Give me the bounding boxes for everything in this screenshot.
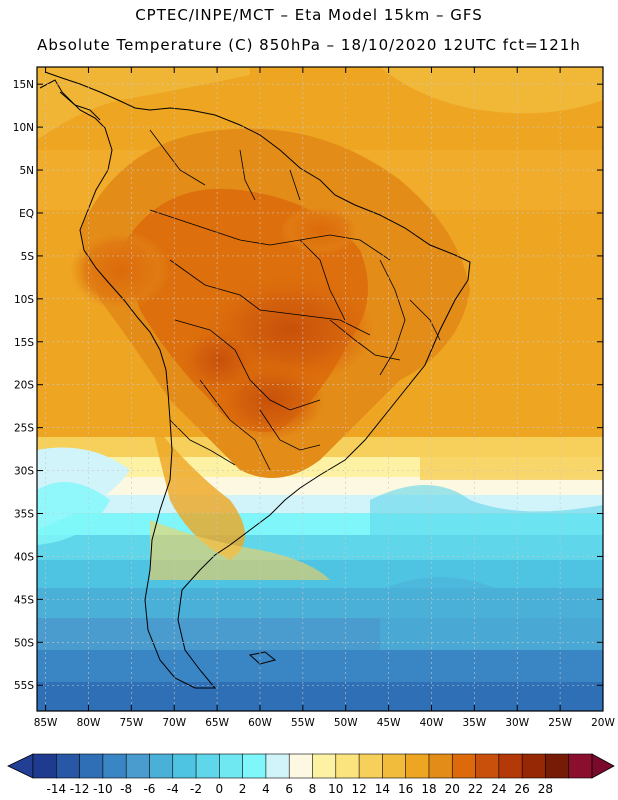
- colorbar-label: 10: [328, 782, 343, 796]
- colorbar-label: -10: [93, 782, 113, 796]
- colorbar-label: 12: [351, 782, 366, 796]
- map-frame: [36, 66, 604, 712]
- colorbar-swatch: [149, 753, 174, 779]
- lat-label: 10N: [13, 122, 34, 134]
- lat-label: 10S: [14, 294, 34, 306]
- lon-label: 60W: [248, 717, 272, 729]
- colorbar-label: 20: [445, 782, 460, 796]
- lat-label: 5N: [19, 165, 34, 177]
- colorbar-swatch: [32, 753, 57, 779]
- lat-label: 45S: [14, 594, 34, 606]
- lon-label: 65W: [205, 717, 229, 729]
- colorbar-label: 14: [375, 782, 390, 796]
- colorbar-swatch: [521, 753, 547, 779]
- temperature-field: [37, 67, 603, 711]
- colorbar-label: 18: [421, 782, 436, 796]
- lat-label: 5S: [21, 251, 35, 263]
- colorbar-label: 4: [262, 782, 270, 796]
- colorbar-swatch: [172, 753, 197, 779]
- colorbar-swatch: [405, 753, 430, 779]
- lon-label: 30W: [505, 717, 529, 729]
- lat-label: 15N: [13, 79, 34, 91]
- colorbar-swatch: [219, 753, 244, 779]
- lat-label: 50S: [14, 637, 34, 649]
- colorbar-swatch: [195, 753, 220, 779]
- graticule: [37, 67, 604, 711]
- colorbar-label: 8: [309, 782, 317, 796]
- latitude-labels: 15N 10N 5N EQ 5S 10S 15S 20S 25S 30S 35S 40S 45S 50S 5…: [13, 79, 35, 692]
- colorbar-label: 26: [514, 782, 529, 796]
- chart-title-source: CPTEC/INPE/MCT – Eta Model 15km – GFS: [135, 6, 483, 24]
- colorbar-label: 28: [538, 782, 553, 796]
- lat-label: 20S: [14, 380, 34, 392]
- colorbar-over-arrow: [591, 753, 615, 779]
- colorbar-swatch: [451, 753, 477, 779]
- lat-label: EQ: [19, 208, 34, 220]
- colorbar-swatch: [475, 753, 500, 779]
- colorbar-label: 16: [398, 782, 413, 796]
- colorbar-swatch: [545, 753, 570, 779]
- colorbar-label: 2: [239, 782, 247, 796]
- lon-label: 50W: [334, 717, 358, 729]
- colorbar-label: -4: [167, 782, 179, 796]
- colorbar-labels: -14 -12 -10 -8 -6 -4 -2 0 2 4 6 8 10 12 14 16 18 20 22 24 26…: [46, 782, 553, 796]
- colorbar-swatch: [265, 753, 290, 779]
- lon-label: 40W: [420, 717, 444, 729]
- colorbar-swatch: [79, 753, 104, 779]
- lat-label: 35S: [14, 509, 34, 521]
- colorbar-label: -8: [120, 782, 132, 796]
- lat-label: 55S: [14, 680, 34, 692]
- colorbar-swatch: [568, 753, 593, 779]
- lon-label: 20W: [591, 717, 615, 729]
- lon-label: 25W: [548, 717, 572, 729]
- colorbar-swatch: [358, 753, 383, 779]
- colorbar-label: 6: [285, 782, 293, 796]
- colorbar-label: -2: [190, 782, 202, 796]
- colorbar-label: 0: [216, 782, 224, 796]
- lon-label: 45W: [377, 717, 401, 729]
- lat-label: 15S: [14, 337, 34, 349]
- lat-label: 25S: [14, 423, 34, 435]
- colorbar-swatch: [102, 753, 127, 779]
- lon-label: 55W: [291, 717, 315, 729]
- lon-label: 85W: [34, 717, 58, 729]
- country-borders: [149, 129, 441, 471]
- colorbar-swatch: [498, 753, 523, 779]
- colorbar-label: 24: [491, 782, 506, 796]
- lon-label: 35W: [462, 717, 486, 729]
- lon-label: 80W: [77, 717, 101, 729]
- colorbar-label: -14: [46, 782, 66, 796]
- axis-ticks: [37, 67, 604, 711]
- longitude-labels: 85W 80W 75W 70W 65W 60W 55W 50W 45W 40W 35W 30W 25W 2…: [34, 717, 616, 729]
- colorbar-swatch: [242, 753, 267, 779]
- colorbar-swatch: [335, 753, 360, 779]
- colorbar-label: 22: [468, 782, 483, 796]
- colorbar-under-arrow: [7, 753, 34, 779]
- lat-label: 30S: [14, 466, 34, 478]
- colorbar-swatch: [125, 753, 151, 779]
- colorbar-label: -6: [143, 782, 155, 796]
- colorbar-swatch: [428, 753, 453, 779]
- lat-label: 40S: [14, 551, 34, 563]
- colorbar-swatch: [55, 753, 81, 779]
- colorbar-swatch: [288, 753, 314, 779]
- chart-title-variable: Absolute Temperature (C) 850hPa – 18/10/…: [37, 36, 581, 54]
- lon-label: 75W: [119, 717, 143, 729]
- colorbar-swatch: [312, 753, 337, 779]
- colorbar-swatch: [382, 753, 407, 779]
- colorbar-label: -12: [70, 782, 90, 796]
- colorbar: [7, 753, 615, 779]
- lon-label: 70W: [162, 717, 186, 729]
